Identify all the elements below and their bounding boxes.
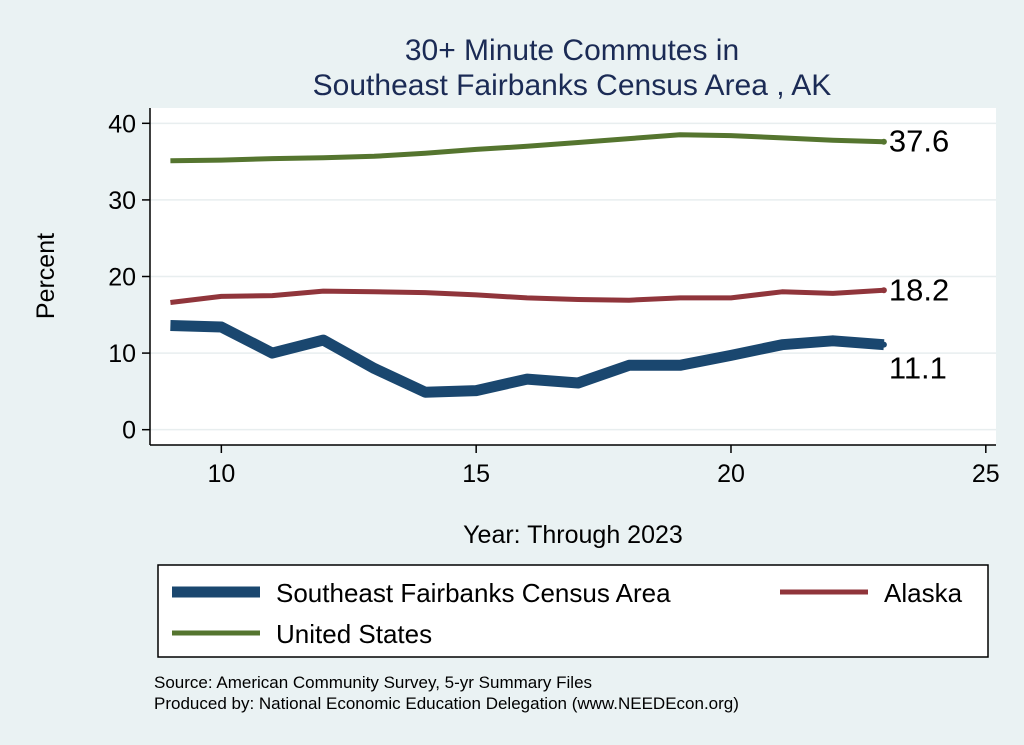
series-end-point-2	[880, 138, 887, 145]
end-label-1: 18.2	[889, 272, 949, 307]
end-label-0: 11.1	[889, 351, 947, 386]
y-tick-label: 40	[108, 110, 136, 138]
legend-label-2: United States	[276, 619, 432, 649]
series-end-point-1	[880, 287, 887, 294]
legend-label-0: Southeast Fairbanks Census Area	[276, 578, 671, 608]
chart-title-line-1: 30+ Minute Commutes in	[405, 34, 739, 67]
x-tick-label: 25	[972, 460, 1000, 488]
series-lines	[170, 132, 887, 398]
series-line-2	[170, 132, 884, 164]
series-line-0	[170, 320, 885, 398]
y-tick-label: 10	[108, 340, 136, 368]
y-tick-label: 30	[108, 187, 136, 215]
y-axis-title: Percent	[32, 233, 60, 319]
source-note: Source: American Community Survey, 5-yr …	[154, 673, 592, 692]
y-tick-label: 20	[108, 264, 136, 292]
chart-title-line-2: Southeast Fairbanks Census Area , AK	[313, 69, 832, 102]
x-tick-label: 10	[207, 460, 235, 488]
x-axis-title: Year: Through 2023	[463, 521, 683, 549]
legend: Southeast Fairbanks Census Area Alaska Uni…	[172, 578, 963, 649]
end-label-2: 37.6	[889, 124, 949, 159]
x-tick-label: 15	[462, 460, 490, 488]
y-tick-label: 0	[122, 417, 136, 445]
series-line-1	[170, 287, 885, 305]
producer-note: Produced by: National Economic Education…	[154, 694, 739, 713]
series-end-point-0	[880, 341, 887, 348]
x-tick-label: 20	[717, 460, 745, 488]
legend-box	[157, 564, 989, 658]
end-labels: 37.6 18.2 11.1	[889, 124, 949, 386]
ticks: 0 10 20 30 40 10 15 20 25	[108, 110, 1000, 488]
legend-label-1: Alaska	[884, 578, 963, 608]
